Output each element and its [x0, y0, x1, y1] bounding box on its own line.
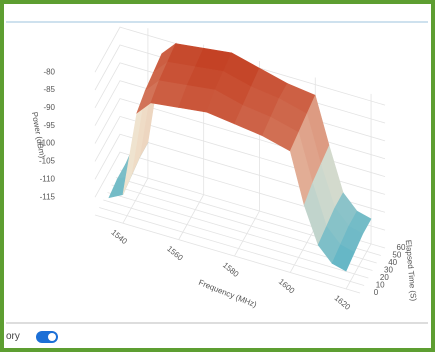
- y-tick-label: 30: [384, 266, 393, 275]
- z-tick-label: -110: [40, 174, 56, 183]
- y-tick-label: 50: [392, 251, 401, 260]
- x-tick-label: 1540: [109, 228, 129, 247]
- toggle-knob: [48, 333, 56, 341]
- z-tick-label: -100: [39, 139, 56, 148]
- y-tick-label: 40: [388, 258, 397, 267]
- grid-line: [94, 133, 386, 213]
- x-tick-label: 1620: [333, 293, 353, 312]
- toggle-switch[interactable]: [36, 331, 58, 343]
- y-axis-title: Elapsed Time (S): [404, 240, 418, 302]
- grid-line: [94, 214, 361, 294]
- y-tick-label: 60: [397, 243, 406, 252]
- y-tick-label: 0: [374, 288, 379, 297]
- z-tick-label: -85: [43, 85, 55, 94]
- z-tick-label: -105: [39, 157, 56, 166]
- z-tick-label: -115: [40, 192, 56, 201]
- x-tick-label: 1580: [221, 261, 241, 280]
- grid-line: [94, 151, 386, 231]
- grid-line: [99, 207, 365, 286]
- z-tick-label: -90: [43, 103, 55, 112]
- y-tick-label: 10: [376, 281, 385, 290]
- grid-line: [94, 26, 386, 106]
- x-tick-label: 1600: [277, 277, 297, 296]
- surface-cell: [331, 244, 355, 272]
- z-tick-label: -80: [43, 67, 55, 76]
- x-axis-title: Frequency (MHz): [197, 278, 258, 310]
- y-tick-label: 20: [380, 273, 389, 282]
- x-tick-label: 1560: [165, 244, 185, 263]
- z-axis-title: Power (dBm): [30, 111, 47, 159]
- grid-line: [103, 199, 369, 279]
- toggle-label: ory: [6, 331, 20, 342]
- z-tick-label: -95: [43, 121, 55, 130]
